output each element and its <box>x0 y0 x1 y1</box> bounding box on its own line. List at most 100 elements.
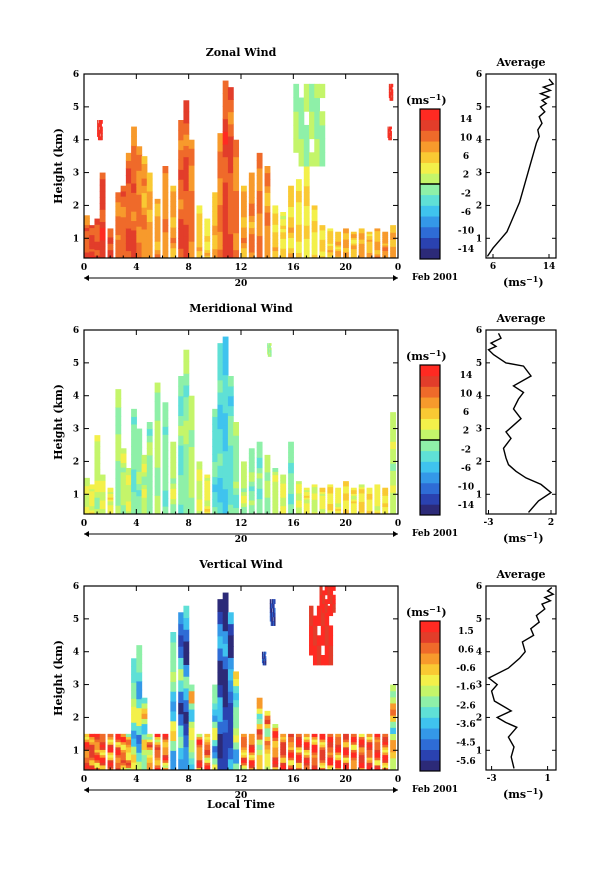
data-cell <box>241 759 247 763</box>
data-cell <box>217 452 224 466</box>
data-cell <box>280 235 287 239</box>
data-cell <box>97 126 100 131</box>
data-cell <box>327 736 334 740</box>
data-cell <box>141 509 148 514</box>
data-cell <box>390 253 396 257</box>
data-cell <box>84 230 90 235</box>
data-cell <box>97 133 100 137</box>
data-cell <box>233 422 239 430</box>
data-cell <box>358 503 365 507</box>
data-cell <box>303 172 310 180</box>
data-cell <box>125 242 132 252</box>
data-cell <box>366 767 373 770</box>
data-cell <box>295 509 302 513</box>
data-cell <box>84 746 90 750</box>
data-cell <box>222 501 229 514</box>
data-cell <box>98 129 101 134</box>
data-cell <box>358 511 365 514</box>
data-cell <box>311 492 318 496</box>
data-cell <box>97 136 100 141</box>
data-cell <box>288 446 294 453</box>
data-cell <box>241 487 247 493</box>
data-cell <box>196 502 203 508</box>
data-cell <box>311 746 318 750</box>
data-cell <box>309 152 315 167</box>
data-cell <box>99 474 106 478</box>
data-cell <box>268 349 270 353</box>
data-cell <box>358 757 365 761</box>
data-cell <box>170 681 177 692</box>
data-cell <box>248 749 255 753</box>
data-cell <box>295 224 302 231</box>
data-cell <box>222 207 229 221</box>
data-cell <box>99 511 106 514</box>
data-cell <box>217 440 224 454</box>
data-cell <box>107 489 114 493</box>
data-cell <box>212 745 219 753</box>
data-cell <box>183 156 190 169</box>
data-cell <box>295 757 302 761</box>
data-cell <box>217 142 224 152</box>
data-cell <box>388 133 390 136</box>
data-cell <box>99 480 106 484</box>
data-cell <box>125 212 132 222</box>
data-cell <box>327 247 334 251</box>
data-cell <box>89 241 96 245</box>
data-cell <box>311 246 318 252</box>
data-cell <box>115 744 122 748</box>
data-cell <box>178 657 185 670</box>
data-cell <box>366 510 373 513</box>
data-cell <box>89 486 96 490</box>
data-cell <box>196 767 203 770</box>
data-cell <box>196 487 203 493</box>
data-cell <box>227 160 234 174</box>
data-cell <box>154 410 161 421</box>
data-cell <box>274 607 276 613</box>
data-cell <box>94 757 101 761</box>
data-cell <box>358 509 365 513</box>
data-cell <box>295 235 302 242</box>
data-cell <box>115 215 122 222</box>
data-cell <box>256 235 263 244</box>
colorbar-tick-label: 10 <box>460 134 473 144</box>
data-cell <box>382 250 389 253</box>
data-cell <box>84 480 90 484</box>
data-cell <box>233 198 239 208</box>
data-cell <box>178 129 185 141</box>
data-cell <box>335 252 342 255</box>
data-cell <box>115 220 122 226</box>
data-cell <box>280 221 287 226</box>
data-cell <box>183 420 190 433</box>
data-cell <box>327 733 334 738</box>
colorbar-swatch <box>420 760 440 772</box>
data-cell <box>115 469 122 479</box>
data-cell <box>212 751 219 759</box>
data-cell <box>256 220 263 229</box>
data-cell <box>178 228 185 239</box>
data-cell <box>196 764 203 769</box>
data-cell <box>233 249 239 258</box>
x-tick-label: 0 <box>395 519 401 529</box>
average-title: Average <box>495 312 545 325</box>
data-cell <box>188 471 195 481</box>
data-cell <box>390 463 396 471</box>
data-cell <box>319 599 323 605</box>
data-cell <box>390 86 392 90</box>
data-cell <box>320 635 326 646</box>
data-cell <box>196 749 203 753</box>
data-cell <box>263 651 266 655</box>
data-cell <box>188 404 195 414</box>
data-cell <box>303 487 310 491</box>
data-cell <box>366 749 373 753</box>
data-cell <box>115 229 122 236</box>
data-cell <box>125 484 132 489</box>
data-cell <box>99 233 106 241</box>
data-cell <box>217 684 224 698</box>
data-cell <box>131 173 137 184</box>
data-cell <box>324 625 330 636</box>
data-cell <box>94 739 101 743</box>
data-cell <box>382 237 389 240</box>
data-cell <box>295 754 302 758</box>
data-cell <box>183 478 190 492</box>
data-cell <box>366 235 373 238</box>
